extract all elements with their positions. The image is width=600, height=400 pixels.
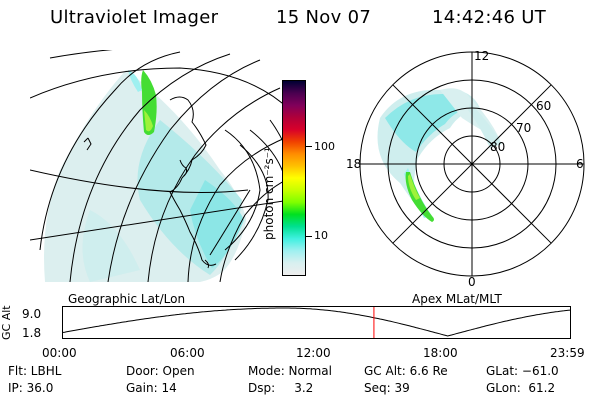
- info-dsp: Dsp: 3.2: [248, 381, 314, 395]
- info-mode: Mode: Normal: [248, 364, 332, 378]
- x-tick-1200: 12:00: [296, 346, 331, 360]
- date-label: 15 Nov 07: [276, 7, 372, 28]
- timeline-frame: [62, 306, 571, 339]
- info-gain: Gain: 14: [126, 381, 177, 395]
- lat-label-70: 70: [516, 121, 531, 135]
- polar-emission: [377, 88, 502, 222]
- colorbar-tick-100: [306, 146, 312, 147]
- geographic-image: [30, 50, 290, 282]
- colorbar-label-100: 100: [314, 140, 335, 153]
- colorbar-unit: photon cm⁻²s⁻¹: [262, 147, 276, 240]
- polar-plot: 12 0 18 6 60 70 80: [346, 49, 585, 289]
- x-tick-0000: 00:00: [42, 346, 77, 360]
- orbit-altitude-line: [62, 307, 571, 337]
- mlt-label-18: 18: [346, 157, 361, 171]
- colorbar-label-10: 10: [314, 229, 328, 242]
- info-glat: GLat: −61.0: [486, 364, 559, 378]
- mlt-label-12: 12: [474, 49, 489, 63]
- timeline-ylabel: GC Alt: [0, 305, 13, 340]
- info-seq: Seq: 39: [364, 381, 410, 395]
- lat-label-80: 80: [490, 140, 505, 154]
- lat-label-60: 60: [536, 99, 551, 113]
- x-tick-0600: 06:00: [170, 346, 205, 360]
- mlt-label-6: 6: [576, 157, 584, 171]
- info-gc-alt: GC Alt: 6.6 Re: [364, 364, 448, 378]
- time-label: 14:42:46 UT: [432, 7, 547, 28]
- x-tick-1800: 18:00: [423, 346, 458, 360]
- x-tick-2359: 23:59: [550, 346, 585, 360]
- timeline-ytick-bottom: 1.8: [22, 326, 42, 340]
- colorbar: [282, 80, 306, 276]
- info-door: Door: Open: [126, 364, 195, 378]
- geo-panel-label: Geographic Lat/Lon: [68, 292, 186, 306]
- colorbar-tick-10: [306, 236, 312, 237]
- info-ip: IP: 36.0: [8, 381, 54, 395]
- geo-emission: [36, 62, 252, 282]
- info-filter: Flt: LBHL: [8, 364, 62, 378]
- instrument-title: Ultraviolet Imager: [50, 7, 219, 28]
- info-glon: GLon: 61.2: [486, 381, 556, 395]
- mlt-label-0: 0: [468, 275, 476, 289]
- timeline-ytick-top: 9.0: [22, 307, 42, 321]
- timeline-plot: [62, 306, 571, 339]
- colorbar-gradient: [283, 81, 305, 275]
- polar-panel-label: Apex MLat/MLT: [412, 292, 502, 306]
